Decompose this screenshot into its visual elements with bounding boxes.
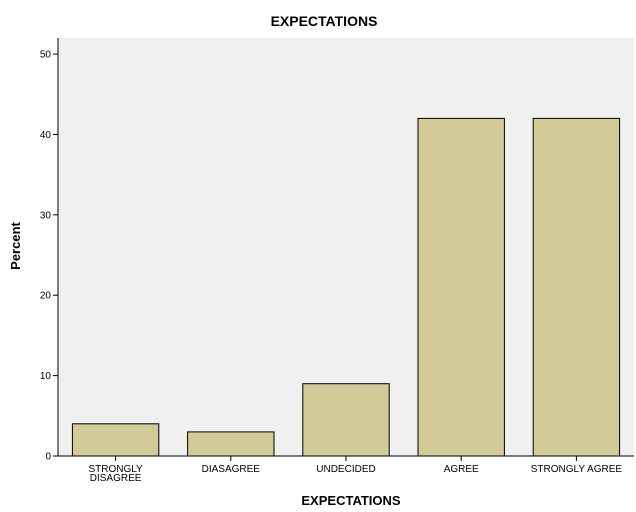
y-tick-label-3: 30: [40, 210, 52, 221]
x-tick-label-0: STRONGLY DISAGREE: [88, 464, 143, 484]
x-tick-label-4: STRONGLY AGREE: [531, 464, 623, 475]
bar-3: [417, 117, 505, 457]
y-tick-label-2: 20: [40, 291, 52, 302]
bar-4: [532, 117, 621, 457]
bar-0: [71, 423, 160, 457]
y-tick-label-0: 0: [45, 452, 51, 463]
x-tick-label-1: DIASAGREE: [202, 464, 261, 475]
x-axis-label: EXPECTATIONS: [301, 493, 401, 508]
x-tick-label-3: AGREE: [444, 464, 479, 475]
x-tick-label-2: UNDECIDED: [316, 464, 375, 475]
y-axis-label: Percent: [8, 221, 23, 269]
y-tick-label-4: 40: [40, 130, 52, 141]
bar-2: [302, 383, 390, 457]
y-tick-label-1: 10: [40, 371, 52, 382]
y-tick-label-5: 50: [40, 50, 52, 61]
bar-1: [187, 431, 275, 457]
chart-title: EXPECTATIONS: [271, 13, 378, 29]
